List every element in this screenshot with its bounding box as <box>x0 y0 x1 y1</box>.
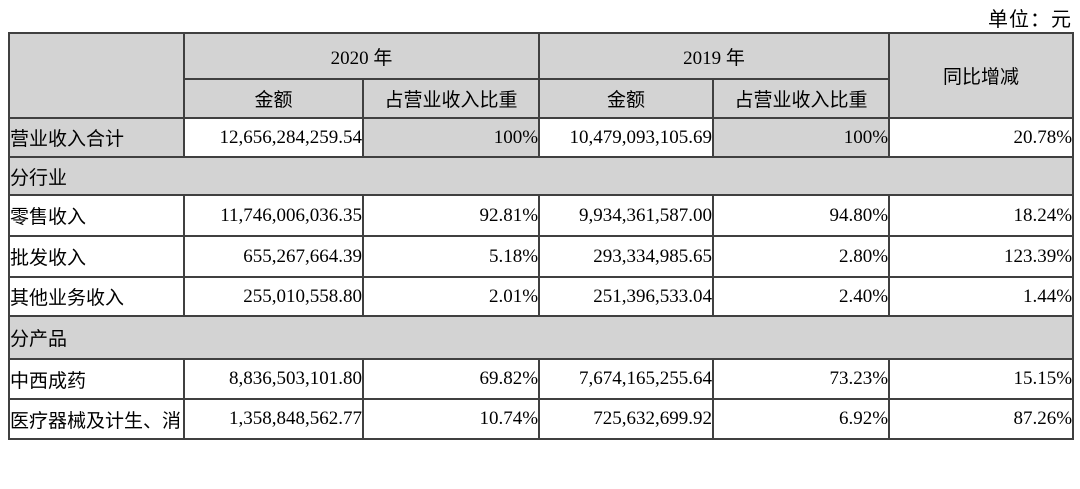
amount-2019-cell: 251,396,533.04 <box>538 276 715 317</box>
ratio-2020-cell: 10.74% <box>361 398 541 440</box>
row-label: 医疗器械及计生、消 <box>8 398 185 440</box>
row-label: 中西成药 <box>8 358 185 400</box>
yoy-cell: 87.26% <box>888 398 1075 440</box>
ratio-2019-cell: 100% <box>712 117 891 158</box>
amount-2019-cell: 725,632,699.92 <box>538 398 715 440</box>
ratio-2019-cell: 2.40% <box>712 276 891 317</box>
yoy-cell: 123.39% <box>888 235 1075 278</box>
row-label: 零售收入 <box>8 194 185 237</box>
table-row-other-revenue: 其他业务收入 255,010,558.80 2.01% 251,396,533.… <box>8 276 1075 317</box>
table-row-wholesale-revenue: 批发收入 655,267,664.39 5.18% 293,334,985.65… <box>8 235 1075 278</box>
header-year-2020: 2020 年 <box>182 32 541 80</box>
header-ratio-2019: 占营业收入比重 <box>712 78 891 119</box>
header-ratio-2020: 占营业收入比重 <box>361 78 541 119</box>
amount-2019-cell: 9,934,361,587.00 <box>538 194 715 237</box>
table-row-total-revenue: 营业收入合计 12,656,284,259.54 100% 10,479,093… <box>8 117 1075 158</box>
amount-2019-cell: 7,674,165,255.64 <box>538 358 715 400</box>
ratio-2019-cell: 94.80% <box>712 194 891 237</box>
header-empty-cell <box>8 32 185 119</box>
header-amount-2020: 金额 <box>183 78 364 119</box>
section-row-by-product: 分产品 <box>7 315 1075 360</box>
table-row-medical-devices: 医疗器械及计生、消 1,358,848,562.77 10.74% 725,63… <box>8 398 1075 440</box>
amount-2019-cell: 10,479,093,105.69 <box>538 117 715 158</box>
table-row-medicine: 中西成药 8,836,503,101.80 69.82% 7,674,165,2… <box>8 358 1075 400</box>
ratio-2020-cell: 100% <box>361 117 541 158</box>
header-year-2019: 2019 年 <box>538 32 891 80</box>
header-yoy: 同比增减 <box>888 32 1075 119</box>
ratio-2020-cell: 69.82% <box>361 358 541 400</box>
amount-2020-cell: 255,010,558.80 <box>183 276 364 317</box>
yoy-cell: 20.78% <box>888 117 1075 158</box>
yoy-cell: 1.44% <box>888 276 1075 317</box>
amount-2020-cell: 655,267,664.39 <box>183 235 364 278</box>
ratio-2019-cell: 6.92% <box>712 398 891 440</box>
ratio-2020-cell: 92.81% <box>361 194 541 237</box>
amount-2019-cell: 293,334,985.65 <box>538 235 715 278</box>
ratio-2020-cell: 2.01% <box>361 276 541 317</box>
section-label: 分行业 <box>7 156 1075 196</box>
amount-2020-cell: 8,836,503,101.80 <box>183 358 364 400</box>
header-amount-2019: 金额 <box>538 78 715 119</box>
header-row-years: 2020 年 2019 年 同比增减 <box>8 32 1075 119</box>
revenue-table: 2020 年 2019 年 同比增减 金额 占营业收入比重 金额 占营业收入比重… <box>7 32 1075 440</box>
unit-label: 单位：元 <box>988 9 1072 31</box>
ratio-2019-cell: 2.80% <box>712 235 891 278</box>
header-row-metrics: 金额 占营业收入比重 金额 占营业收入比重 <box>9 78 1073 119</box>
row-label: 批发收入 <box>8 235 185 278</box>
ratio-2020-cell: 5.18% <box>361 235 541 278</box>
row-label: 营业收入合计 <box>8 117 185 158</box>
ratio-2019-cell: 73.23% <box>712 358 891 400</box>
section-label: 分产品 <box>7 315 1075 360</box>
section-row-by-industry: 分行业 <box>7 156 1075 196</box>
yoy-cell: 15.15% <box>888 358 1075 400</box>
row-label: 其他业务收入 <box>8 276 185 317</box>
amount-2020-cell: 12,656,284,259.54 <box>183 117 364 158</box>
yoy-cell: 18.24% <box>888 194 1075 237</box>
amount-2020-cell: 11,746,006,036.35 <box>183 194 364 237</box>
table-row-retail-revenue: 零售收入 11,746,006,036.35 92.81% 9,934,361,… <box>8 194 1075 237</box>
amount-2020-cell: 1,358,848,562.77 <box>183 398 364 440</box>
